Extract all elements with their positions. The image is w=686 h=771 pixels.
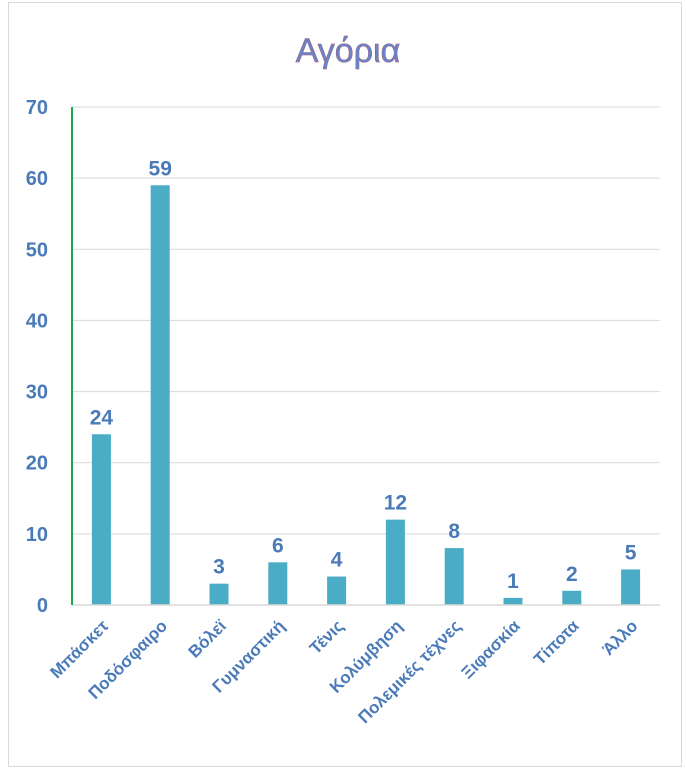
y-tick-label: 20 xyxy=(26,453,48,475)
y-tick-label: 10 xyxy=(26,524,48,546)
bar-6 xyxy=(385,519,405,605)
bar-2 xyxy=(150,185,170,605)
bar-8 xyxy=(503,597,523,605)
data-label-1: 24 xyxy=(90,406,114,429)
data-label-6: 12 xyxy=(384,492,407,515)
y-tick-label: 40 xyxy=(26,310,48,332)
bar-3 xyxy=(209,583,229,605)
bar-5 xyxy=(327,576,347,605)
axes xyxy=(71,107,660,606)
data-label-10: 5 xyxy=(625,541,637,564)
y-tick-label: 70 xyxy=(26,97,48,119)
data-label-8: 1 xyxy=(507,570,519,593)
data-label-7: 8 xyxy=(448,520,460,543)
category-label-3: Βόλεϊ xyxy=(185,616,231,662)
bar-7 xyxy=(444,548,464,605)
data-label-5: 4 xyxy=(331,549,343,572)
chart-title: Αγόρια xyxy=(296,32,401,70)
bar-4 xyxy=(268,562,288,605)
data-label-9: 2 xyxy=(566,563,578,586)
gridlines xyxy=(72,106,660,535)
y-tick-label: 30 xyxy=(26,382,48,404)
data-label-4: 6 xyxy=(272,534,284,557)
y-tick-label: 50 xyxy=(26,239,48,261)
data-label-3: 3 xyxy=(213,556,225,579)
bar-1 xyxy=(91,434,111,605)
y-axis-tick-labels: 0 10 20 30 40 50 60 70 xyxy=(26,97,48,617)
bar-9 xyxy=(562,590,582,605)
category-label-5: Τένις xyxy=(306,616,348,658)
bars xyxy=(91,185,641,605)
bar-10 xyxy=(621,569,641,605)
data-label-2: 59 xyxy=(149,157,172,180)
y-tick-label: 0 xyxy=(37,595,48,617)
chart-container xyxy=(8,2,682,767)
category-label-10: Άλλο xyxy=(599,616,642,659)
category-label-8: Ξιφασκία xyxy=(458,616,525,683)
y-tick-label: 60 xyxy=(26,168,48,190)
category-label-9: Τίποτα xyxy=(530,616,583,669)
category-label-7: Πολεμικές τέχνες xyxy=(354,616,465,727)
